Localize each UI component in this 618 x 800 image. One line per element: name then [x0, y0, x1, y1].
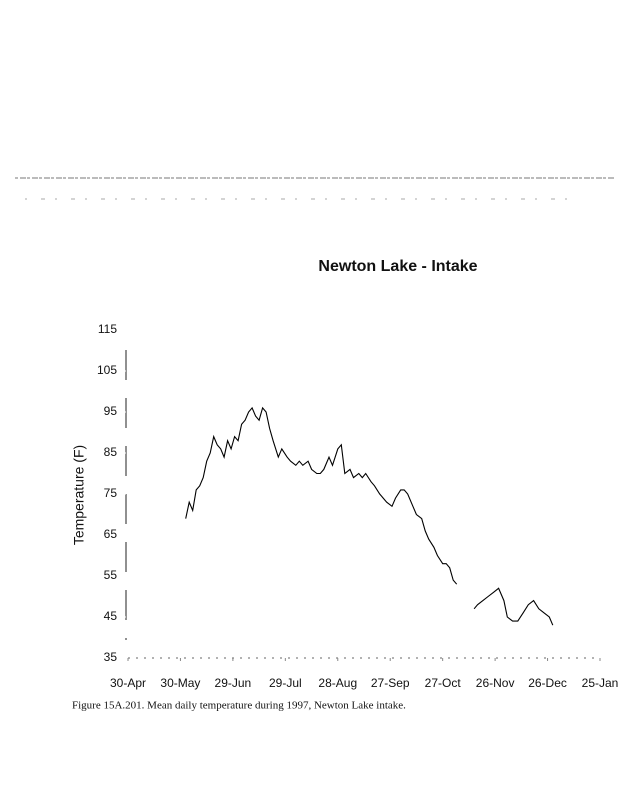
x-tick-label: 28-Aug	[318, 676, 357, 690]
x-tick-label: 30-May	[160, 676, 200, 690]
y-tick-label: 95	[104, 404, 118, 418]
chart-title: Newton Lake - Intake	[318, 258, 477, 275]
x-tick-label: 27-Oct	[425, 676, 462, 690]
x-tick-label: 25-Jan	[582, 676, 618, 690]
y-axis-label: Temperature (F)	[71, 445, 87, 545]
x-tick-label: 29-Jul	[269, 676, 302, 690]
y-tick-label: 45	[104, 609, 118, 623]
y-tick-label: 35	[104, 650, 118, 664]
x-tick-label: 26-Dec	[528, 676, 567, 690]
caption: Figure 15A.201. Mean daily temperature d…	[72, 700, 406, 712]
y-tick-label: 75	[104, 486, 118, 500]
y-tick-label: 85	[104, 445, 118, 459]
y-tick-label: 105	[97, 363, 117, 377]
y-tick-label: 65	[104, 527, 118, 541]
x-tick-label: 30-Apr	[110, 676, 146, 690]
x-tick-label: 26-Nov	[476, 676, 515, 690]
x-tick-label: 29-Jun	[215, 676, 252, 690]
data-line	[185, 406, 554, 626]
y-tick-label: 115	[98, 322, 117, 336]
x-tick-label: 27-Sep	[371, 676, 410, 690]
y-tick-label: 55	[104, 568, 118, 582]
